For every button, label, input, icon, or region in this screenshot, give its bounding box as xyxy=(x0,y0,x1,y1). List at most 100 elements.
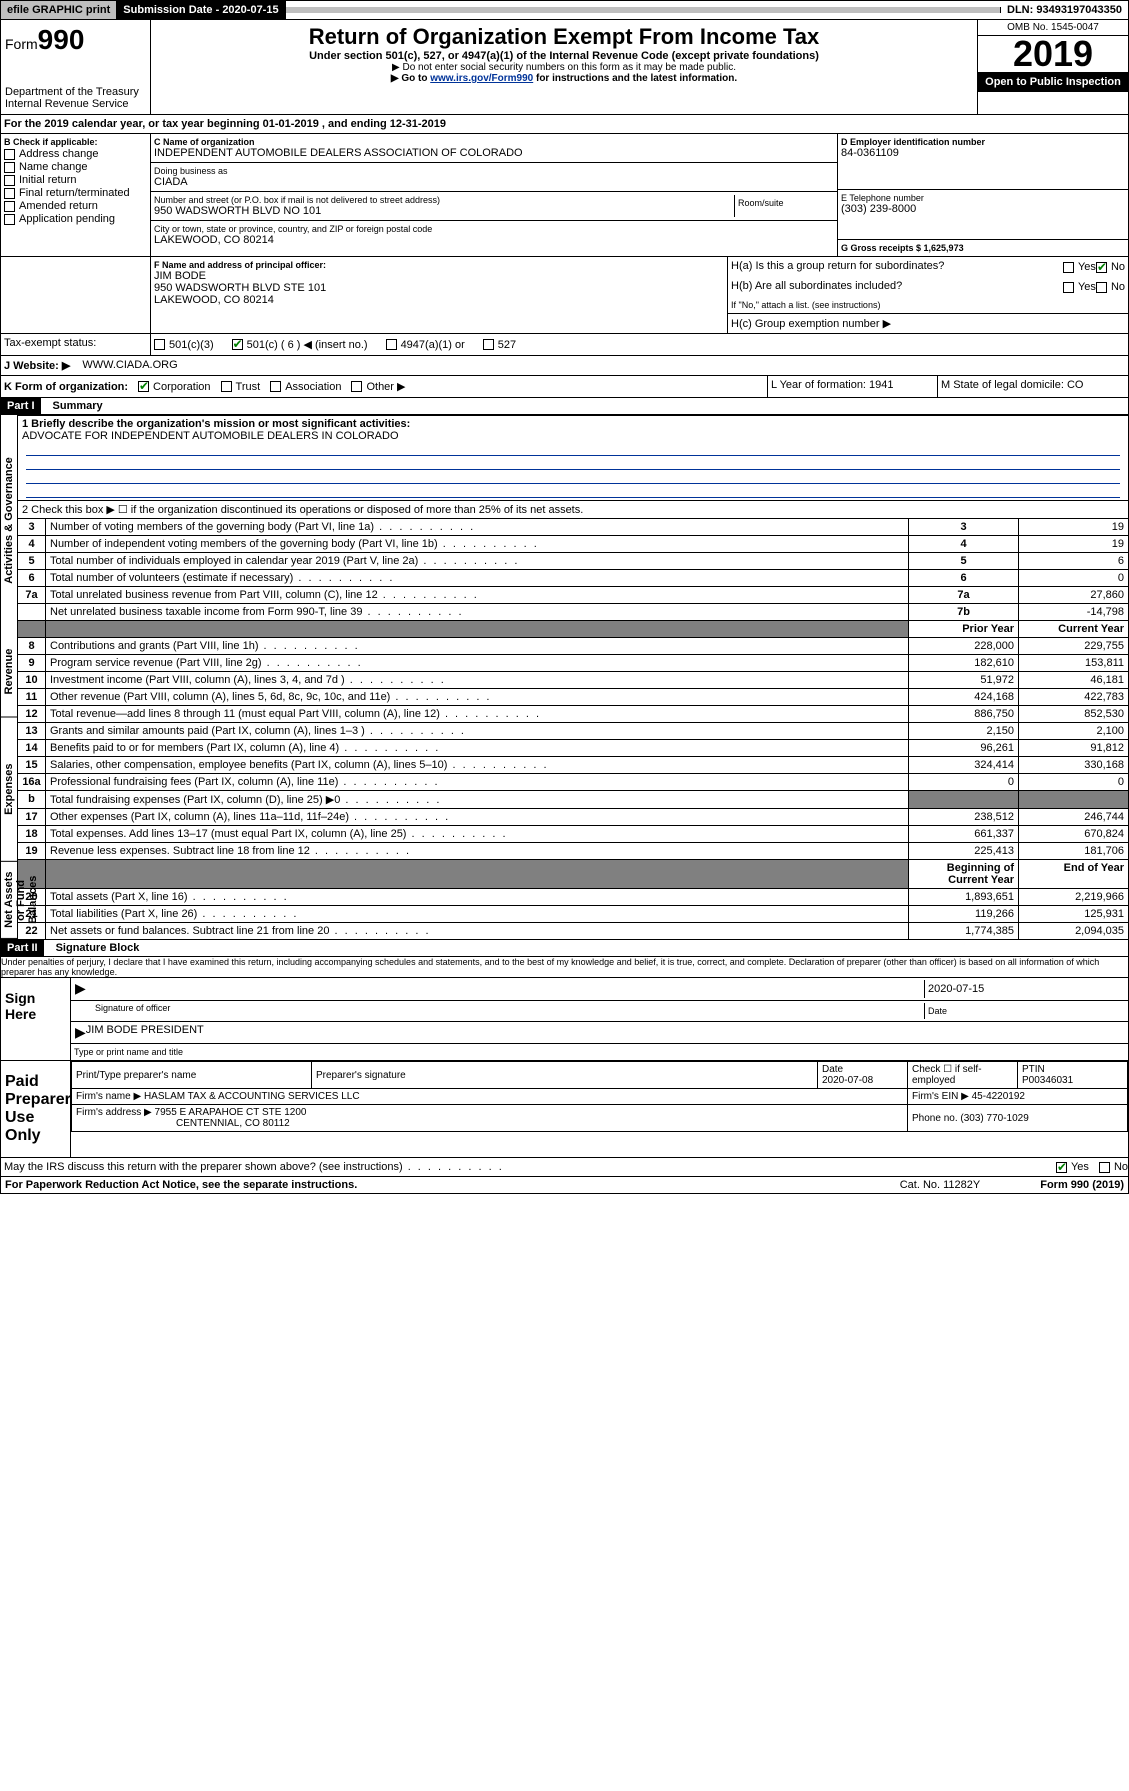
te-501c3[interactable]: 501(c)(3) xyxy=(154,339,214,351)
k-other[interactable]: Other ▶ xyxy=(351,380,405,393)
form-ref: Form 990 (2019) xyxy=(1040,1179,1124,1191)
officer-name: JIM BODE xyxy=(154,270,724,282)
tax-year: 2019 xyxy=(978,36,1128,72)
form-label: Form990 xyxy=(5,24,146,56)
dln: DLN: 93493197043350 xyxy=(1001,1,1128,19)
room-label: Room/suite xyxy=(738,198,831,208)
table-row: 16aProfessional fundraising fees (Part I… xyxy=(18,774,1129,791)
sig-date-label: Date xyxy=(924,1003,1124,1019)
col-end-year: End of Year xyxy=(1019,860,1129,889)
table-row: 11Other revenue (Part VIII, column (A), … xyxy=(18,689,1129,706)
col-prior-year: Prior Year xyxy=(909,621,1019,638)
table-row: bTotal fundraising expenses (Part IX, co… xyxy=(18,791,1129,809)
hb-note: If "No," attach a list. (see instruction… xyxy=(728,297,1128,313)
table-row: 22Net assets or fund balances. Subtract … xyxy=(18,923,1129,940)
city-value: LAKEWOOD, CO 80214 xyxy=(154,234,834,246)
part1-body: Activities & Governance Revenue Expenses… xyxy=(0,415,1129,940)
perjury-text: Under penalties of perjury, I declare th… xyxy=(0,957,1129,978)
website-value: WWW.CIADA.ORG xyxy=(79,356,180,375)
efile-print-button[interactable]: efile GRAPHIC print xyxy=(1,1,117,19)
te-4947[interactable]: 4947(a)(1) or xyxy=(386,339,465,351)
top-bar: efile GRAPHIC print Submission Date - 20… xyxy=(0,0,1129,20)
table-row: 20Total assets (Part X, line 16)1,893,65… xyxy=(18,889,1129,906)
dba-value: CIADA xyxy=(154,176,834,188)
topbar-spacer xyxy=(286,7,1001,13)
website-row: J Website: ▶ WWW.CIADA.ORG xyxy=(0,356,1129,376)
discuss-text: May the IRS discuss this return with the… xyxy=(1,1158,1056,1176)
table-row: 10Investment income (Part VIII, column (… xyxy=(18,672,1129,689)
col-current-year: Current Year xyxy=(1019,621,1129,638)
opt-address-change[interactable]: Address change xyxy=(4,148,147,160)
table-row: 17Other expenses (Part IX, column (A), l… xyxy=(18,809,1129,826)
part1-badge: Part I xyxy=(1,398,41,414)
part1-title: Summary xyxy=(53,400,103,412)
phone-value: (303) 239-8000 xyxy=(841,203,1125,215)
firm-addr2: CENTENNIAL, CO 80112 xyxy=(176,1118,290,1129)
form-title: Return of Organization Exempt From Incom… xyxy=(155,24,973,50)
table-row: 12Total revenue—add lines 8 through 11 (… xyxy=(18,706,1129,723)
type-label: Type or print name and title xyxy=(71,1044,1128,1060)
te-501c[interactable]: 501(c) ( 6 ) ◀ (insert no.) xyxy=(232,338,368,351)
table-row: 9Program service revenue (Part VIII, lin… xyxy=(18,655,1129,672)
opt-amended-return[interactable]: Amended return xyxy=(4,200,147,212)
ptin: P00346031 xyxy=(1022,1075,1073,1086)
opt-initial-return[interactable]: Initial return xyxy=(4,174,147,186)
side-expenses: Expenses xyxy=(1,717,17,862)
hc-label: H(c) Group exemption number ▶ xyxy=(728,313,1128,333)
addr-label: Number and street (or P.O. box if mail i… xyxy=(154,195,734,205)
dept-label: Department of the Treasury xyxy=(5,86,146,98)
form-note2: ▶ Go to www.irs.gov/Form990 for instruct… xyxy=(155,73,973,84)
discuss-yes[interactable]: Yes xyxy=(1056,1159,1089,1175)
sign-here-label: Sign Here xyxy=(1,978,71,1060)
table-row: Net unrelated business taxable income fr… xyxy=(18,604,1129,621)
table-row: 21Total liabilities (Part X, line 26)119… xyxy=(18,906,1129,923)
opt-name-change[interactable]: Name change xyxy=(4,161,147,173)
side-governance: Activities & Governance xyxy=(1,415,17,627)
addr-value: 950 WADSWORTH BLVD NO 101 xyxy=(154,205,734,217)
hb-no[interactable]: No xyxy=(1096,281,1125,293)
table-row: 7aTotal unrelated business revenue from … xyxy=(18,587,1129,604)
k-assoc[interactable]: Association xyxy=(270,381,341,393)
check-self[interactable]: Check ☐ if self-employed xyxy=(908,1062,1018,1089)
k-corp[interactable]: Corporation xyxy=(138,381,210,393)
sig-date: 2020-07-15 xyxy=(924,980,1124,998)
ha-no[interactable]: No xyxy=(1096,261,1125,273)
te-527[interactable]: 527 xyxy=(483,339,516,351)
k-trust[interactable]: Trust xyxy=(221,381,261,393)
paperwork-notice: For Paperwork Reduction Act Notice, see … xyxy=(5,1179,357,1191)
part2-title: Signature Block xyxy=(56,942,140,954)
footer: For Paperwork Reduction Act Notice, see … xyxy=(0,1177,1129,1194)
m-label: M State of legal domicile: CO xyxy=(938,376,1128,397)
period-text: For the 2019 calendar year, or tax year … xyxy=(1,115,449,133)
ein-value: 84-0361109 xyxy=(841,147,1125,159)
table-row: 4Number of independent voting members of… xyxy=(18,536,1129,553)
prep-name-label: Print/Type preparer's name xyxy=(72,1062,312,1089)
irs-link[interactable]: www.irs.gov/Form990 xyxy=(430,73,533,84)
dba-label: Doing business as xyxy=(154,166,834,176)
form-header: Form990 Department of the Treasury Inter… xyxy=(0,20,1129,115)
q1-label: 1 Briefly describe the organization's mi… xyxy=(22,418,1124,430)
preparer-block: Paid Preparer Use Only Print/Type prepar… xyxy=(0,1061,1129,1158)
sig-officer-label: Signature of officer xyxy=(95,1003,924,1019)
discuss-no[interactable]: No xyxy=(1099,1159,1128,1175)
officer-addr1: 950 WADSWORTH BLVD STE 101 xyxy=(154,282,724,294)
opt-application-pending[interactable]: Application pending xyxy=(4,213,147,225)
g-label: G Gross receipts $ 1,625,973 xyxy=(841,243,1125,253)
cat-no: Cat. No. 11282Y xyxy=(900,1179,981,1191)
ha-yes[interactable]: Yes xyxy=(1063,261,1096,273)
hb-yes[interactable]: Yes xyxy=(1063,281,1096,293)
arrow-icon: ▶ xyxy=(75,1024,86,1041)
form-note1: ▶ Do not enter social security numbers o… xyxy=(155,62,973,73)
col-begin-year: Beginning of Current Year xyxy=(909,860,1019,889)
open-to-public: Open to Public Inspection xyxy=(978,72,1128,92)
opt-final-return[interactable]: Final return/terminated xyxy=(4,187,147,199)
part1-header-row: Part I Summary xyxy=(0,398,1129,415)
officer-h-block: F Name and address of principal officer:… xyxy=(0,257,1129,334)
part2-badge: Part II xyxy=(1,940,44,956)
f-label: F Name and address of principal officer: xyxy=(154,260,724,270)
officer-printed: JIM BODE PRESIDENT xyxy=(86,1024,204,1041)
firm-ein: 45-4220192 xyxy=(972,1091,1025,1102)
prep-sig-label: Preparer's signature xyxy=(312,1062,818,1089)
submission-date: Submission Date - 2020-07-15 xyxy=(117,1,285,19)
klm-row: K Form of organization: Corporation Trus… xyxy=(0,376,1129,398)
